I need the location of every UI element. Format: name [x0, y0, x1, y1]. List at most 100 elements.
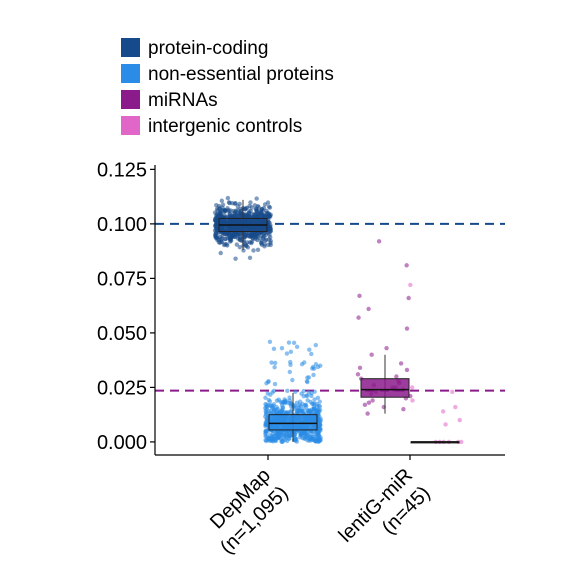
data-point — [287, 431, 292, 436]
boxes — [218, 199, 460, 444]
data-point — [301, 388, 306, 394]
data-point — [218, 234, 223, 240]
data-point — [404, 326, 410, 331]
data-point — [264, 210, 269, 216]
data-point — [307, 347, 312, 352]
data-point — [235, 236, 241, 241]
data-point — [296, 409, 301, 414]
data-point — [259, 240, 264, 245]
data-point — [457, 417, 462, 423]
data-point — [241, 238, 247, 243]
legend-label: intergenic controls — [148, 116, 302, 137]
data-point — [302, 431, 308, 436]
data-point — [401, 407, 406, 412]
data-point — [222, 231, 228, 236]
data-point — [244, 231, 249, 236]
data-point — [265, 391, 270, 396]
data-point — [247, 233, 252, 239]
data-point — [260, 208, 266, 214]
data-point — [233, 212, 239, 218]
data-point — [227, 234, 232, 239]
data-point — [267, 435, 273, 441]
data-point — [213, 230, 219, 236]
data-point — [280, 439, 285, 444]
data-point — [263, 422, 269, 427]
data-point — [255, 247, 261, 252]
data-point — [315, 431, 320, 436]
data-point — [306, 390, 311, 395]
data-point — [398, 361, 404, 366]
data-points — [212, 195, 464, 445]
data-point — [263, 395, 268, 400]
data-point — [404, 263, 409, 268]
data-point — [285, 388, 290, 394]
x-category-label: DepMap(n=1,095) — [206, 464, 293, 558]
legend-label: protein-coding — [148, 38, 268, 59]
data-point — [248, 200, 253, 205]
data-point — [370, 398, 375, 403]
data-point — [309, 351, 314, 357]
data-point — [294, 344, 300, 350]
data-point — [288, 409, 293, 414]
data-point — [222, 236, 228, 242]
data-point — [266, 214, 271, 219]
data-point — [264, 407, 269, 412]
data-point — [299, 362, 305, 367]
data-point — [267, 339, 273, 344]
data-point — [263, 238, 268, 243]
data-point — [233, 256, 238, 261]
data-point — [250, 232, 256, 238]
data-point — [312, 397, 317, 402]
data-point — [357, 365, 363, 370]
data-point — [313, 361, 319, 367]
data-point — [262, 244, 267, 249]
data-point — [443, 422, 448, 427]
data-point — [280, 405, 285, 410]
data-point — [357, 293, 362, 299]
data-point — [304, 434, 310, 440]
data-point — [317, 404, 323, 409]
data-point — [312, 389, 317, 394]
data-point — [459, 439, 464, 445]
data-point — [356, 315, 361, 320]
y-tick-label: 0.025 — [97, 377, 147, 399]
data-point — [288, 349, 294, 355]
data-point — [312, 438, 318, 444]
data-point — [306, 410, 311, 416]
data-point — [274, 398, 280, 403]
data-point — [305, 398, 310, 403]
data-point — [268, 240, 273, 246]
data-point — [298, 432, 304, 437]
data-point — [267, 220, 272, 226]
x-category-labels: DepMap(n=1,095) lentiG-miR(n=45) — [206, 464, 435, 558]
data-point — [290, 377, 295, 383]
data-point — [293, 389, 298, 395]
data-point — [315, 395, 321, 401]
data-point — [273, 409, 279, 414]
reference-lines — [155, 222, 505, 392]
y-tick-label: 0.000 — [97, 432, 147, 454]
data-point — [311, 372, 316, 378]
data-point — [310, 366, 315, 371]
y-tick-label: 0.100 — [97, 214, 147, 236]
data-point — [225, 195, 231, 201]
box-non-essential-proteins — [268, 414, 318, 431]
data-point — [362, 402, 368, 408]
data-point — [308, 436, 313, 441]
data-point — [406, 295, 411, 301]
data-point — [226, 200, 232, 205]
data-point — [278, 435, 283, 441]
data-point — [234, 242, 240, 247]
data-point — [305, 393, 310, 398]
data-point — [281, 400, 286, 405]
data-point — [225, 243, 230, 248]
data-point — [286, 340, 292, 345]
data-point — [293, 436, 299, 442]
data-point — [222, 209, 227, 215]
data-point — [284, 351, 290, 356]
data-point — [288, 362, 293, 368]
data-point — [233, 208, 238, 214]
data-point — [256, 204, 261, 210]
data-point — [300, 401, 305, 407]
